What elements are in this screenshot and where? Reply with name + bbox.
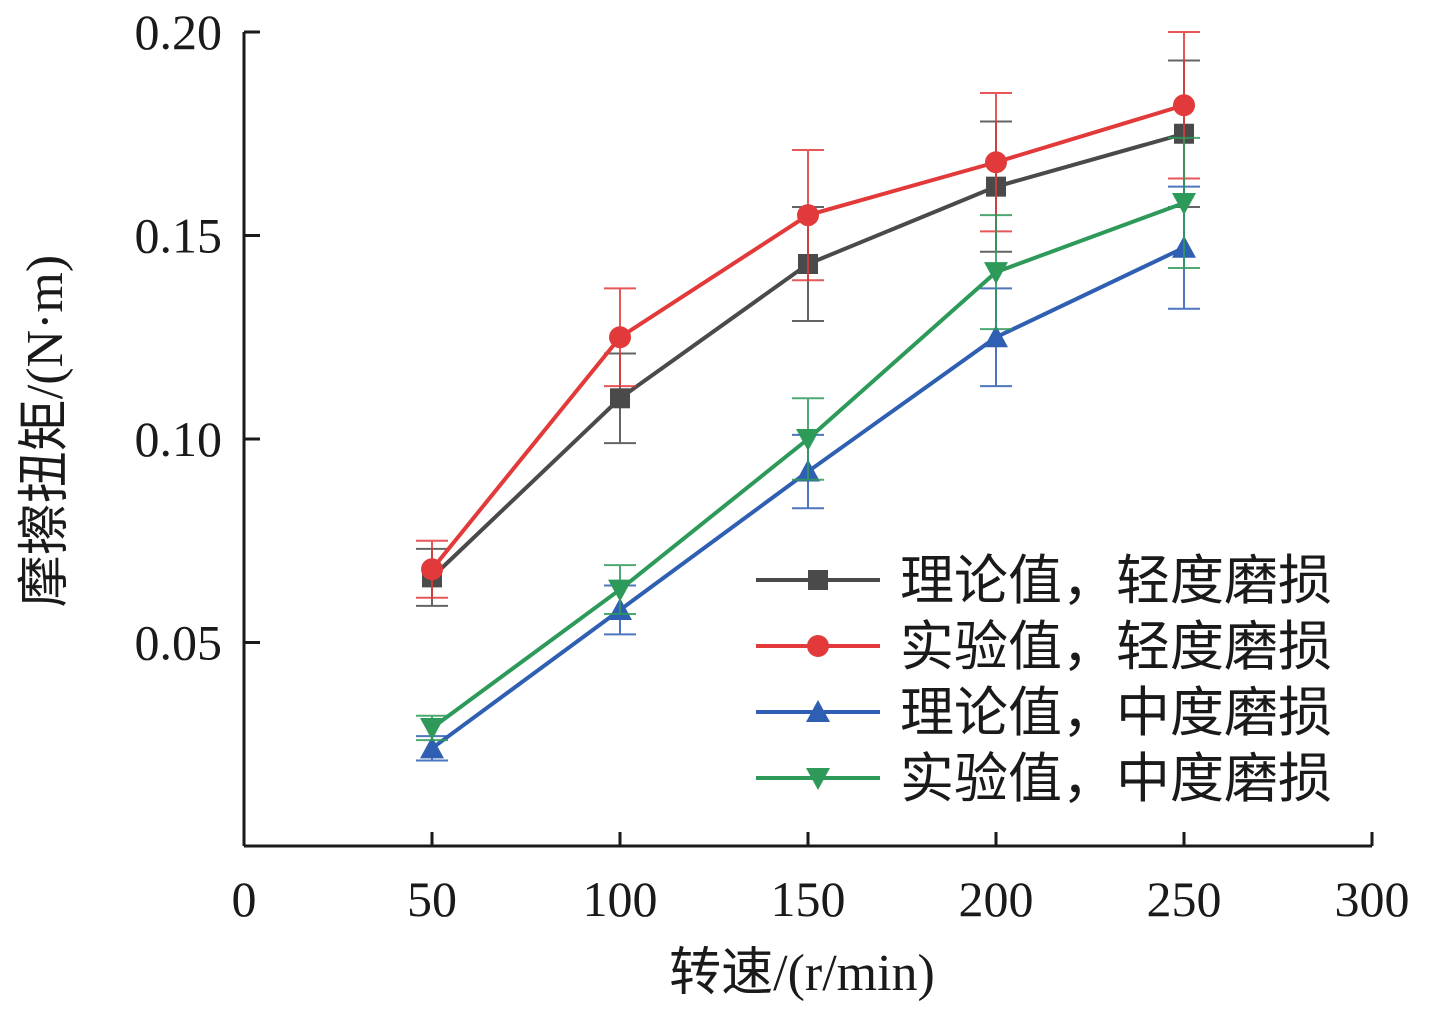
y-tick-label: 0.05 <box>135 615 223 671</box>
series-4 <box>416 136 1200 742</box>
legend-label: 实验值，轻度磨损 <box>900 617 1332 677</box>
series-layer <box>416 31 1200 762</box>
x-tick-label: 150 <box>771 871 846 927</box>
legend-item: 理论值，中度磨损 <box>756 683 1332 743</box>
x-tick-label: 300 <box>1335 871 1410 927</box>
x-tick-label: 0 <box>232 871 257 927</box>
data-point <box>421 558 443 581</box>
legend-item: 实验值，轻度磨损 <box>756 617 1332 677</box>
data-point <box>608 579 632 602</box>
x-tick-label: 250 <box>1147 871 1222 927</box>
legend-marker <box>808 570 828 590</box>
y-tick-label: 0.10 <box>135 411 223 467</box>
data-point <box>420 736 444 759</box>
data-point <box>1173 94 1195 117</box>
axes: 0 50 100 150 200 250 300 0.05 0.10 0.15 0.20 <box>135 4 1410 927</box>
y-axis-title: 摩擦扭矩/(N·m) <box>17 255 74 607</box>
x-tick-label: 50 <box>407 871 457 927</box>
data-point <box>609 326 631 349</box>
data-point <box>984 262 1008 285</box>
legend-item: 实验值，中度磨损 <box>756 749 1332 809</box>
legend-label: 理论值，轻度磨损 <box>900 551 1332 611</box>
data-point <box>796 429 820 451</box>
series-1 <box>416 59 1200 607</box>
x-tick-label: 200 <box>959 871 1034 927</box>
legend-marker <box>807 635 829 657</box>
data-point <box>985 151 1007 174</box>
legend-item: 理论值，轻度磨损 <box>756 551 1332 611</box>
x-axis-title: 转速/(r/min) <box>669 945 935 1002</box>
data-point <box>420 717 444 740</box>
legend-label: 实验值，中度磨损 <box>900 749 1332 809</box>
series-2 <box>416 31 1200 599</box>
data-point <box>1172 192 1196 215</box>
y-tick-label: 0.20 <box>135 4 223 60</box>
data-point <box>610 388 630 409</box>
legend-marker <box>806 700 830 722</box>
legend-label: 理论值，中度磨损 <box>900 683 1332 743</box>
data-point <box>984 325 1008 348</box>
legend-marker <box>806 768 830 790</box>
y-tick-label: 0.15 <box>135 208 223 264</box>
x-tick-label: 100 <box>583 871 658 927</box>
data-point <box>797 204 819 227</box>
